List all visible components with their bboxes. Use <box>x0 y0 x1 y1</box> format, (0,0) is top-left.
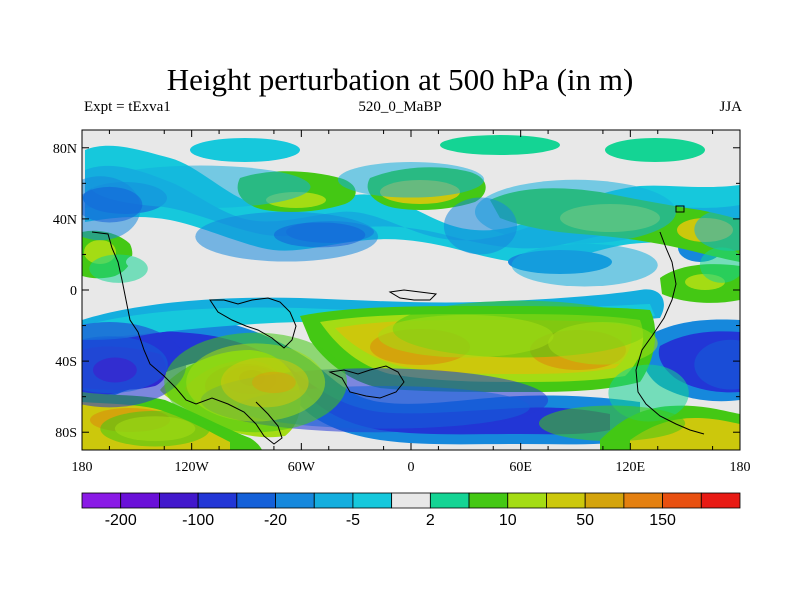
y-tick-label: 80S <box>55 426 77 441</box>
colorbar-swatch <box>546 492 586 509</box>
chart-subtitle-right: JJA <box>719 99 742 115</box>
y-tick-label: 40S <box>55 355 77 370</box>
coastline-south-atlantic <box>328 365 405 399</box>
colorbar-swatch <box>313 492 354 509</box>
x-tick-label: 180 <box>72 460 93 475</box>
anomaly-region-26 <box>114 416 196 442</box>
x-tick-label: 120W <box>175 460 210 475</box>
chart-subtitle-center: 520_0_MaBP <box>358 99 442 115</box>
x-axis: 180 120W 60W 0 60E 120E 180 <box>72 130 751 475</box>
coastlines <box>91 205 705 445</box>
colorbar-swatch <box>623 492 663 509</box>
colorbar-label: -5 <box>346 512 360 529</box>
contour-field <box>82 130 740 450</box>
anomaly-region-22 <box>538 405 686 442</box>
colorbar-swatch <box>159 492 199 509</box>
coastline-central <box>209 297 297 349</box>
colorbar-swatch <box>507 492 547 509</box>
y-tick: 0 <box>70 284 740 299</box>
x-tick: 180 <box>72 130 93 475</box>
colorbar-swatch <box>81 492 122 509</box>
coastline-west <box>91 231 283 445</box>
anomaly-region-28 <box>251 371 296 394</box>
anomaly-region-2 <box>474 179 677 244</box>
anomaly-region-4 <box>694 208 740 251</box>
green-patch-arctic <box>440 135 560 155</box>
green-patch-arctic-east <box>605 138 705 162</box>
cyan-patch-arctic <box>190 138 300 162</box>
y-tick: 80S <box>55 426 740 441</box>
x-tick: 60E <box>509 130 532 475</box>
anomaly-region-17 <box>699 247 740 283</box>
x-tick-label: 180 <box>730 460 751 475</box>
coastline-east <box>635 231 705 435</box>
colorbar-swatch <box>429 492 470 509</box>
colorbar-label: 150 <box>649 512 676 529</box>
chart-title: Height perturbation at 500 hPa (in m) <box>166 62 634 97</box>
anomaly-region-14 <box>694 339 740 390</box>
colorbar-label: 10 <box>499 512 517 529</box>
anomaly-region-15 <box>92 357 137 383</box>
anomaly-region-16 <box>89 254 148 283</box>
x-tick: 60W <box>288 130 316 475</box>
anomaly-region-23 <box>378 314 554 358</box>
x-tick: 0 <box>408 130 415 475</box>
colorbar-label: 50 <box>576 512 594 529</box>
anomaly-region-24 <box>548 322 658 365</box>
x-tick-label: 0 <box>408 460 415 475</box>
anomaly-region-1 <box>337 162 485 198</box>
x-tick-label: 60E <box>509 460 532 475</box>
anomaly-region-7 <box>443 197 518 255</box>
y-axis: 80N 40N 0 40S 80S <box>53 142 740 441</box>
colorbar-swatch <box>236 492 276 509</box>
y-tick: 80N <box>53 142 740 157</box>
y-tick: 40N <box>53 213 740 228</box>
anomaly-region-0 <box>91 165 311 209</box>
coastline-equator <box>388 289 438 301</box>
colorbar-label: 2 <box>426 512 435 529</box>
colorbar-swatch <box>700 492 741 509</box>
y-tick: 40S <box>55 355 740 370</box>
y-tick-label: 80N <box>53 142 77 157</box>
colorbar-label: -100 <box>182 512 214 529</box>
chart-subtitle-left: Expt = tExva1 <box>84 99 171 115</box>
x-tick-label: 120E <box>616 460 646 475</box>
colorbar-swatch <box>275 492 315 509</box>
colorbar-label: -20 <box>264 512 287 529</box>
colorbar-swatch <box>391 492 431 509</box>
anomaly-region-3 <box>511 243 658 287</box>
colorbar-swatch <box>662 492 702 509</box>
x-tick: 120W <box>175 130 210 475</box>
colorbar-swatch <box>468 492 509 509</box>
anomaly-region-8 <box>82 186 143 223</box>
x-tick: 180 <box>730 130 751 475</box>
x-tick-label: 60W <box>288 460 316 475</box>
colorbar-swatch <box>352 492 393 509</box>
colorbar-swatch <box>120 492 160 509</box>
colorbar-swatch <box>584 492 625 509</box>
colorbar-swatch <box>197 492 238 509</box>
y-tick-label: 40N <box>53 213 77 228</box>
x-tick: 120E <box>616 130 646 475</box>
y-tick-label: 0 <box>70 284 77 299</box>
coastline-island <box>675 205 685 213</box>
colorbar-label: -200 <box>105 512 137 529</box>
anomaly-region-9 <box>273 222 366 248</box>
colorbar: -200 -100 -20 -5 2 10 50 150 <box>81 492 741 529</box>
